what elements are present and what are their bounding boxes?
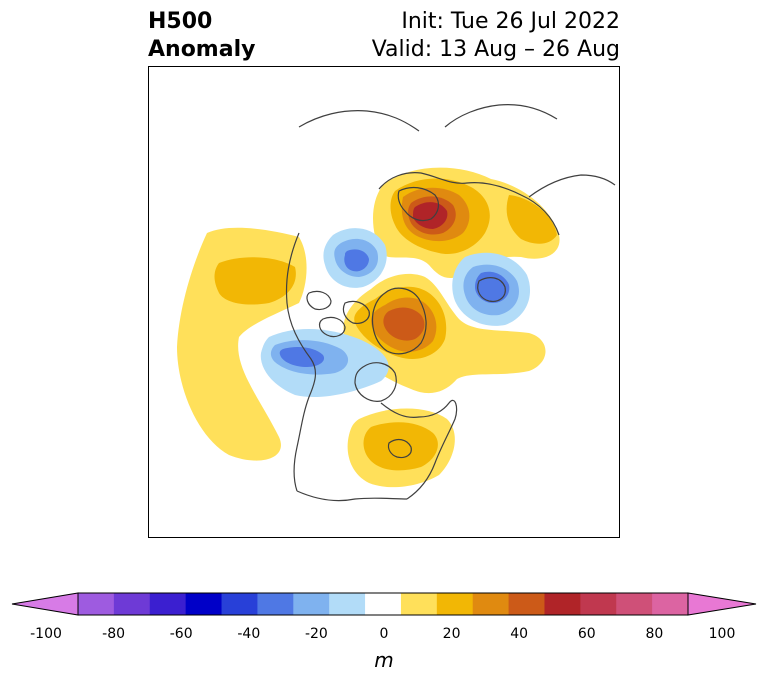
title-line-1: H500 <box>148 9 213 34</box>
colorbar-tick-label: -80 <box>102 626 126 642</box>
coastlines <box>285 104 616 502</box>
colorbar-cell <box>580 593 617 615</box>
colorbar-cell <box>436 593 474 615</box>
negative-anomaly-kara <box>452 252 531 326</box>
colorbar-tick-label: 100 <box>708 626 736 642</box>
colorbar-cell <box>652 593 689 615</box>
colorbar <box>10 590 758 628</box>
colorbar-cell <box>329 593 366 615</box>
colorbar-cell <box>185 593 223 615</box>
positive-anomaly-north-america <box>347 408 455 488</box>
colorbar-outline <box>77 592 689 616</box>
colorbar-tick-label: -40 <box>237 626 261 642</box>
colorbar-extend-low <box>11 592 79 616</box>
colorbar-tick-label: 20 <box>442 626 461 642</box>
colorbar-cell <box>544 593 581 615</box>
colorbar-cell <box>293 593 330 615</box>
colorbar-cell <box>149 593 187 615</box>
positive-anomaly-pacific <box>177 227 307 461</box>
init-date: Init: Tue 26 Jul 2022 <box>401 9 620 34</box>
colorbar-cell <box>257 593 294 615</box>
colorbar-tick-label: -100 <box>30 626 62 642</box>
colorbar-cell <box>221 593 258 615</box>
colorbar-cell <box>508 593 545 615</box>
colorbar-tick-label: 40 <box>510 626 529 642</box>
colorbar-tick-label: 0 <box>379 626 389 642</box>
colorbar-extend-high <box>687 592 757 616</box>
positive-anomaly-europe <box>373 167 560 279</box>
date-info: Init: Tue 26 Jul 2022 Valid: 13 Aug – 26… <box>372 8 620 64</box>
map-title: H500 Anomaly <box>148 8 255 64</box>
colorbar-tick-label: -60 <box>169 626 193 642</box>
anomaly-map-canvas <box>177 104 616 502</box>
valid-range: Valid: 13 Aug – 26 Aug <box>371 37 620 62</box>
title-line-2: Anomaly <box>148 37 256 62</box>
colorbar-cell <box>365 593 402 615</box>
colorbar-cell <box>472 593 510 615</box>
negative-anomaly-baffin <box>323 228 387 288</box>
colorbar-tick-label: 80 <box>645 626 664 642</box>
colorbar-cell <box>616 593 653 615</box>
colorbar-cells <box>11 592 757 616</box>
colorbar-cell <box>113 593 151 615</box>
colorbar-units: m <box>374 648 394 672</box>
colorbar-tick-label: -20 <box>304 626 328 642</box>
anomaly-map <box>148 66 620 538</box>
colorbar-cell <box>78 593 115 615</box>
colorbar-svg <box>11 592 757 616</box>
colorbar-cell <box>400 593 438 615</box>
colorbar-tick-label: 60 <box>577 626 596 642</box>
negative-anomaly-canada <box>260 328 389 398</box>
